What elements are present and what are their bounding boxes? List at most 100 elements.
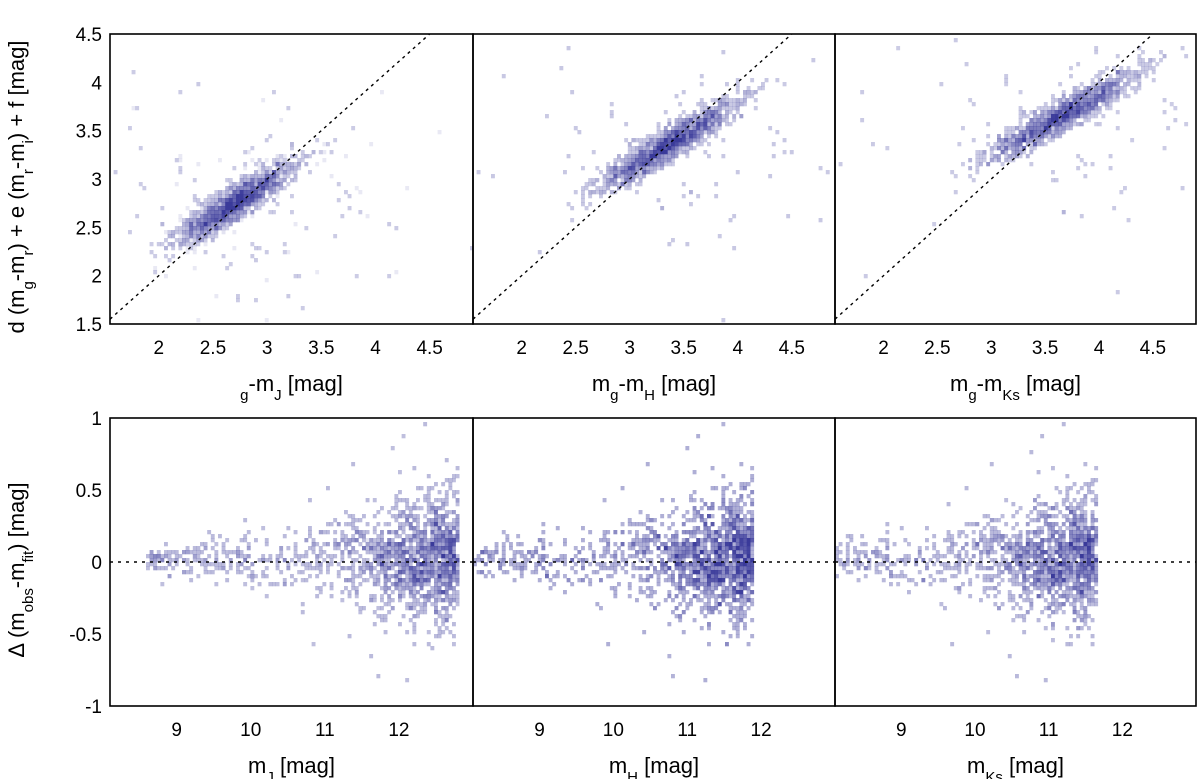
density-bin — [1061, 562, 1066, 567]
density-bin — [1083, 90, 1088, 95]
density-bin — [1076, 522, 1081, 527]
density-bin — [1065, 558, 1070, 563]
density-bin — [753, 90, 758, 95]
density-bin — [394, 530, 399, 535]
density-bin — [214, 554, 219, 559]
density-bin — [225, 218, 230, 223]
density-bin — [196, 238, 201, 243]
density-bin — [200, 222, 204, 227]
density-bin — [189, 578, 194, 583]
density-bin — [1065, 578, 1070, 583]
density-bin — [732, 574, 737, 579]
density-bin — [1043, 566, 1048, 571]
density-bin — [1018, 538, 1023, 543]
density-bin — [935, 550, 940, 555]
density-bin — [1004, 154, 1009, 159]
density-bin — [696, 598, 701, 603]
density-bin — [1029, 450, 1034, 455]
density-bin — [387, 510, 392, 515]
density-bin — [896, 582, 901, 587]
density-bin — [678, 130, 683, 135]
density-bin — [1087, 530, 1091, 535]
density-bin — [293, 562, 298, 567]
density-bin — [383, 630, 388, 635]
density-bin — [689, 570, 693, 575]
density-bin — [268, 166, 273, 171]
density-bin — [1040, 514, 1045, 519]
density-bin — [703, 106, 708, 111]
x-axis-label-part: -m — [619, 371, 645, 396]
density-bin — [1094, 94, 1099, 99]
density-bin — [645, 578, 650, 583]
density-bin — [602, 566, 607, 571]
density-bin — [856, 554, 861, 559]
density-bin — [743, 594, 747, 599]
density-bin — [1069, 642, 1073, 647]
density-bin — [232, 218, 237, 223]
density-bin — [1087, 98, 1091, 103]
density-bin — [452, 542, 456, 547]
density-bin — [1051, 138, 1055, 143]
density-bin — [1079, 158, 1084, 163]
density-bin — [210, 194, 215, 199]
density-bin — [671, 610, 675, 615]
density-bin — [635, 190, 639, 195]
density-bin — [728, 546, 733, 551]
density-bin — [892, 542, 897, 547]
density-bin — [721, 546, 726, 551]
density-bin — [430, 590, 435, 595]
density-bin — [1058, 134, 1063, 139]
density-bin — [1029, 126, 1034, 131]
density-bin — [599, 186, 603, 191]
density-bin — [1007, 126, 1012, 131]
density-bin — [563, 558, 567, 563]
density-bin — [1065, 122, 1070, 127]
density-bin — [523, 558, 528, 563]
density-bin — [149, 550, 154, 555]
density-bin — [1079, 498, 1084, 503]
density-bin — [750, 474, 755, 479]
density-bin — [408, 590, 413, 595]
density-bin — [530, 550, 535, 555]
density-bin — [681, 122, 686, 127]
density-bin — [405, 602, 410, 607]
density-bin — [501, 558, 506, 563]
density-bin — [430, 502, 435, 507]
density-bin — [728, 502, 733, 507]
density-bin — [950, 566, 955, 571]
density-bin — [1079, 570, 1084, 575]
density-bin — [685, 542, 690, 547]
y-tick-label: 1 — [91, 409, 102, 430]
density-bin — [1015, 154, 1019, 159]
density-bin — [293, 542, 298, 547]
density-bin — [1119, 66, 1124, 71]
density-bin — [692, 470, 697, 475]
x-tick-label: 3 — [986, 338, 997, 359]
density-bin — [1072, 546, 1077, 551]
density-bin — [419, 562, 424, 567]
density-bin — [1076, 506, 1081, 511]
density-bin — [390, 590, 395, 595]
density-bin — [200, 226, 204, 231]
density-bin — [189, 210, 194, 215]
density-bin — [606, 530, 611, 535]
density-bin — [1004, 562, 1009, 567]
reference-line-y-equals-x — [835, 34, 1154, 320]
density-bin — [609, 166, 614, 171]
density-bin — [849, 534, 854, 539]
density-bin — [732, 214, 737, 219]
density-bin — [1015, 142, 1019, 147]
density-bin — [728, 566, 733, 571]
density-bin — [986, 514, 991, 519]
density-bin — [667, 514, 672, 519]
density-bin — [501, 550, 506, 555]
density-bin — [1040, 590, 1045, 595]
density-bin — [437, 578, 442, 583]
density-bin — [975, 158, 980, 163]
density-bin — [746, 606, 751, 611]
density-bin — [1079, 506, 1084, 511]
density-bin — [1040, 542, 1045, 547]
density-bin — [681, 562, 686, 567]
density-bin — [874, 562, 879, 567]
density-bin — [692, 594, 697, 599]
